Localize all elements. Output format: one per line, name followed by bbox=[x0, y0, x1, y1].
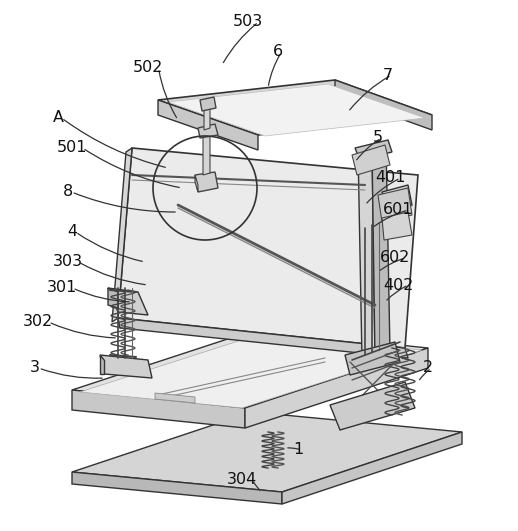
Polygon shape bbox=[72, 390, 245, 428]
Polygon shape bbox=[345, 342, 400, 375]
Polygon shape bbox=[108, 288, 118, 308]
Polygon shape bbox=[158, 80, 432, 135]
Text: A: A bbox=[52, 110, 64, 125]
Polygon shape bbox=[245, 348, 428, 428]
Polygon shape bbox=[118, 318, 408, 358]
Text: 301: 301 bbox=[47, 280, 77, 295]
Polygon shape bbox=[100, 355, 104, 374]
Polygon shape bbox=[203, 128, 210, 175]
Polygon shape bbox=[382, 212, 412, 240]
Text: 8: 8 bbox=[63, 184, 73, 200]
Polygon shape bbox=[112, 148, 132, 322]
Text: 503: 503 bbox=[233, 14, 263, 30]
Text: 6: 6 bbox=[273, 45, 283, 59]
Polygon shape bbox=[72, 412, 462, 492]
Polygon shape bbox=[282, 432, 462, 504]
Text: 304: 304 bbox=[227, 473, 257, 487]
Polygon shape bbox=[355, 140, 392, 160]
Polygon shape bbox=[118, 148, 418, 348]
Polygon shape bbox=[195, 172, 218, 192]
Text: 501: 501 bbox=[57, 141, 87, 156]
Polygon shape bbox=[378, 188, 412, 222]
Polygon shape bbox=[358, 148, 375, 360]
Polygon shape bbox=[198, 124, 218, 138]
Text: 4: 4 bbox=[67, 225, 77, 239]
Polygon shape bbox=[335, 80, 432, 130]
Polygon shape bbox=[72, 472, 282, 504]
Polygon shape bbox=[204, 103, 210, 130]
Polygon shape bbox=[100, 355, 152, 378]
Polygon shape bbox=[352, 145, 390, 175]
Polygon shape bbox=[168, 84, 425, 136]
Polygon shape bbox=[158, 100, 258, 150]
Text: 5: 5 bbox=[373, 131, 383, 145]
Polygon shape bbox=[200, 97, 216, 111]
Polygon shape bbox=[155, 393, 195, 403]
Text: 402: 402 bbox=[383, 278, 413, 293]
Polygon shape bbox=[382, 185, 412, 212]
Text: 7: 7 bbox=[383, 67, 393, 82]
Text: 601: 601 bbox=[383, 202, 413, 218]
Polygon shape bbox=[108, 288, 148, 315]
Text: 502: 502 bbox=[133, 61, 163, 75]
Polygon shape bbox=[195, 175, 198, 192]
Text: 1: 1 bbox=[293, 442, 303, 458]
Polygon shape bbox=[372, 142, 390, 358]
Polygon shape bbox=[72, 330, 428, 408]
Text: 302: 302 bbox=[23, 314, 53, 330]
Text: 602: 602 bbox=[380, 251, 410, 266]
Text: 401: 401 bbox=[375, 170, 405, 185]
Polygon shape bbox=[80, 334, 422, 408]
Text: 2: 2 bbox=[423, 361, 433, 375]
Text: 3: 3 bbox=[30, 361, 40, 375]
Polygon shape bbox=[330, 382, 415, 430]
Text: 303: 303 bbox=[53, 254, 83, 270]
